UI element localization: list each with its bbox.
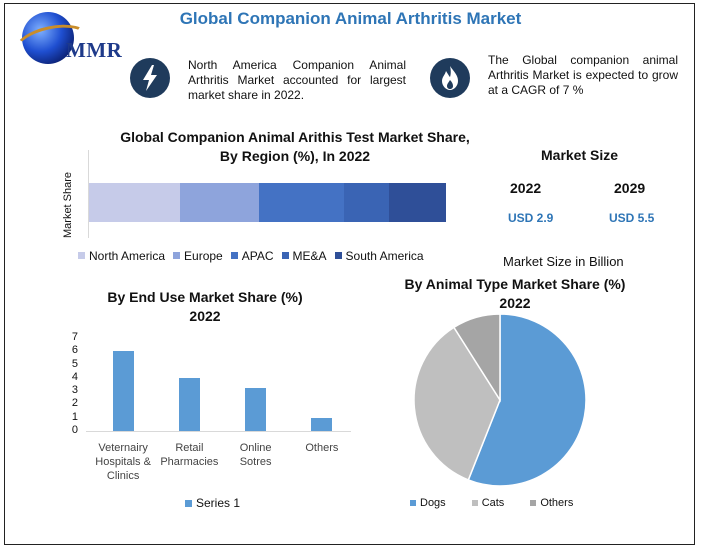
market-size-heading: Market Size [541, 147, 619, 163]
animal-type-pie [413, 313, 587, 487]
end-use-x-axis [86, 431, 351, 432]
y-tick-label: 5 [71, 357, 78, 370]
market-size-year-2029: 2029 [614, 180, 646, 196]
end-use-plot [86, 338, 351, 431]
market-size-value-2022: USD 2.9 [508, 211, 554, 225]
legend-swatch [78, 252, 85, 259]
end-use-legend-label: Series 1 [196, 496, 241, 510]
legend-swatch [281, 252, 289, 259]
region-segment-me-a [344, 183, 389, 222]
market-size-value-2029: USD 5.5 [609, 211, 655, 225]
region-segment-apac [258, 183, 345, 222]
region-legend-item-europe: Europe [173, 249, 223, 263]
legend-swatch [185, 499, 192, 507]
region-legend-item-south-america: South America [334, 248, 424, 263]
end-use-bar-others [311, 417, 333, 431]
lightning-icon [130, 58, 170, 98]
end-use-category-veternairy: Veternairy Hospitals & Clinics [88, 441, 158, 483]
legend-label: North America [89, 248, 166, 263]
page-frame [4, 3, 695, 545]
legend-label: South America [345, 248, 424, 263]
fact-north-america: North America Companion Animal Arthritis… [188, 58, 406, 102]
animal-type-chart-title-line1: By Animal Type Market Share (%) [404, 276, 626, 292]
region-legend-item-apac: APAC [230, 248, 274, 263]
end-use-category-others: Others [287, 441, 357, 455]
end-use-category-retail: Retail Pharmacies [154, 441, 224, 469]
end-use-legend: Series 1 [185, 496, 240, 510]
legend-swatch [410, 500, 416, 506]
category-line: Clinics [106, 470, 140, 482]
end-use-categories: Veternairy Hospitals & Clinics Retail Pharma… [86, 441, 351, 486]
category-line: Online [239, 442, 272, 454]
pie-slice-cats [413, 326, 501, 481]
region-chart-axis [88, 150, 89, 238]
region-legend-item-me-a: ME&A [281, 248, 327, 263]
pie-slice-others [452, 313, 501, 403]
market-size-unit-note: Market Size in Billion [503, 254, 624, 269]
category-line: Retail [175, 442, 204, 454]
category-line: Veternairy [98, 442, 148, 454]
y-tick-label: 2 [71, 397, 78, 410]
market-size-year-2022: 2022 [510, 180, 542, 196]
pie-slice-dogs [467, 313, 587, 487]
y-tick-label: 3 [71, 384, 78, 397]
region-chart-title-line2: By Region (%), In 2022 [219, 148, 371, 164]
category-line: Others [305, 442, 339, 454]
category-line: Hospitals & [95, 456, 151, 468]
end-use-bar-veternairy [112, 351, 134, 431]
end-use-chart-title-line1: By End Use Market Share (%) [107, 289, 303, 305]
legend-label: Cats [481, 497, 505, 509]
page-title: Global Companion Animal Arthritis Market [179, 9, 522, 28]
legend-label: APAC [241, 248, 274, 263]
end-use-category-online: Online Sotres [221, 441, 291, 469]
region-stacked-bar [89, 183, 446, 222]
legend-label: Others [540, 497, 574, 509]
region-chart-legend: North America Europe APAC ME&A South America [78, 246, 498, 264]
end-use-chart-title-line2: 2022 [189, 308, 221, 324]
y-tick-label: 7 [71, 331, 78, 343]
legend-swatch [230, 252, 238, 259]
region-segment-europe [180, 183, 259, 222]
y-tick-label: 1 [71, 410, 78, 423]
legend-swatch [334, 252, 342, 259]
y-tick-label: 6 [71, 344, 78, 357]
globe-icon [22, 12, 74, 64]
pie-legend-item-dogs: Dogs [410, 497, 446, 509]
region-chart-ylabel: Market Share [62, 171, 74, 238]
end-use-bar-online [245, 388, 267, 431]
animal-type-chart-title-line2: 2022 [499, 295, 531, 311]
pie-legend-item-cats: Cats [471, 497, 505, 509]
animal-type-chart-title: By Animal Type Market Share (%) 2022 [380, 275, 650, 313]
end-use-chart-title: By End Use Market Share (%) 2022 [60, 288, 350, 326]
flame-icon [430, 58, 470, 98]
category-line: Sotres [239, 456, 272, 468]
region-chart-title-line1: Global Companion Animal Arithis Test Mar… [120, 129, 470, 145]
y-tick-label: 0 [71, 424, 78, 436]
legend-swatch [530, 500, 537, 506]
category-line: Pharmacies [160, 456, 219, 468]
logo: MMR [11, 10, 149, 70]
animal-type-legend: Dogs Cats Others [410, 493, 670, 511]
legend-label: Dogs [420, 497, 446, 509]
legend-swatch [173, 252, 181, 259]
region-chart-title: Global Companion Animal Arithis Test Mar… [95, 128, 495, 166]
region-segment-north-america [89, 183, 181, 222]
pie-legend-item-others: Others [530, 497, 573, 509]
region-segment-south-america [388, 183, 446, 222]
legend-swatch [471, 500, 478, 506]
end-use-bar-retail [178, 377, 200, 431]
region-legend-item-north-america: North America [78, 249, 165, 263]
legend-label: ME&A [292, 248, 327, 263]
logo-text: MMR [66, 38, 123, 62]
y-tick-label: 4 [71, 370, 78, 383]
legend-label: Europe [184, 248, 223, 263]
fact-cagr: The Global companion animal Arthritis Ma… [488, 53, 678, 97]
